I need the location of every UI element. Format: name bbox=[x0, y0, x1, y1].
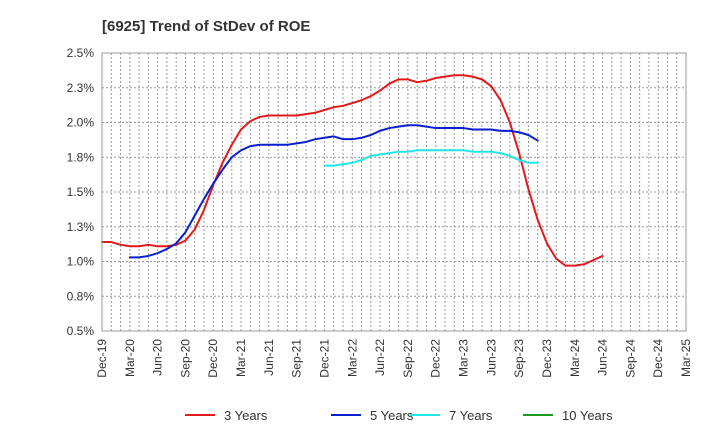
x-tick-label: Sep-20 bbox=[178, 339, 192, 378]
x-tick-label: Sep-23 bbox=[512, 339, 526, 378]
x-tick-label: Mar-23 bbox=[457, 339, 471, 377]
x-tick-label: Dec-24 bbox=[651, 339, 665, 378]
x-tick-label: Dec-23 bbox=[540, 339, 554, 378]
x-tick-label: Sep-22 bbox=[401, 339, 415, 378]
x-tick-label: Jun-22 bbox=[373, 339, 387, 376]
legend-label: 10 Years bbox=[562, 408, 613, 423]
legend-label: 7 Years bbox=[449, 408, 493, 423]
y-tick-label: 2.0% bbox=[67, 116, 95, 130]
y-tick-label: 0.5% bbox=[67, 324, 95, 338]
y-tick-label: 2.5% bbox=[67, 46, 95, 60]
y-tick-label: 1.8% bbox=[67, 150, 95, 164]
series-layer bbox=[101, 74, 604, 267]
x-tick-label: Jun-23 bbox=[484, 339, 498, 376]
x-tick-label: Mar-20 bbox=[123, 339, 137, 377]
y-tick-label: 2.3% bbox=[67, 81, 95, 95]
x-tick-label: Mar-22 bbox=[345, 339, 359, 377]
x-tick-label: Sep-24 bbox=[623, 339, 637, 378]
series-line-7-years bbox=[323, 149, 539, 167]
plot-border bbox=[101, 52, 687, 332]
x-tick-label: Jun-21 bbox=[262, 339, 276, 376]
legend-label: 3 Years bbox=[224, 408, 268, 423]
x-tick-label: Dec-22 bbox=[429, 339, 443, 378]
y-tick-label: 1.5% bbox=[67, 185, 95, 199]
x-tick-label: Jun-24 bbox=[596, 339, 610, 376]
x-tick-label: Jun-20 bbox=[151, 339, 165, 376]
x-tick-label: Dec-21 bbox=[317, 339, 331, 378]
x-tick-label: Mar-25 bbox=[679, 339, 693, 377]
x-tick-label: Dec-20 bbox=[206, 339, 220, 378]
x-tick-label: Mar-21 bbox=[234, 339, 248, 377]
legend-label: 5 Years bbox=[370, 408, 414, 423]
y-tick-label: 0.8% bbox=[67, 289, 95, 303]
legend: 3 Years 5 Years 7 Years 10 Years bbox=[185, 408, 613, 423]
y-axis-ticks: 0.5% 0.8% 1.0% 1.3% 1.5% 1.8% 2.0% 2.3% 2.5% bbox=[67, 46, 95, 338]
y-tick-label: 1.0% bbox=[67, 255, 95, 269]
series-line-5-years bbox=[128, 124, 539, 259]
y-tick-label: 1.3% bbox=[67, 220, 95, 234]
x-tick-label: Mar-24 bbox=[568, 339, 582, 377]
x-tick-label: Dec-19 bbox=[95, 339, 109, 378]
x-axis-ticks: Dec-19 Mar-20 Jun-20 Sep-20 Dec-20 Mar-21 Jun-… bbox=[95, 339, 693, 378]
series-line-3-years bbox=[101, 74, 604, 267]
chart-title: [6925] Trend of StDev of ROE bbox=[102, 18, 310, 35]
x-tick-label: Sep-21 bbox=[290, 339, 304, 378]
